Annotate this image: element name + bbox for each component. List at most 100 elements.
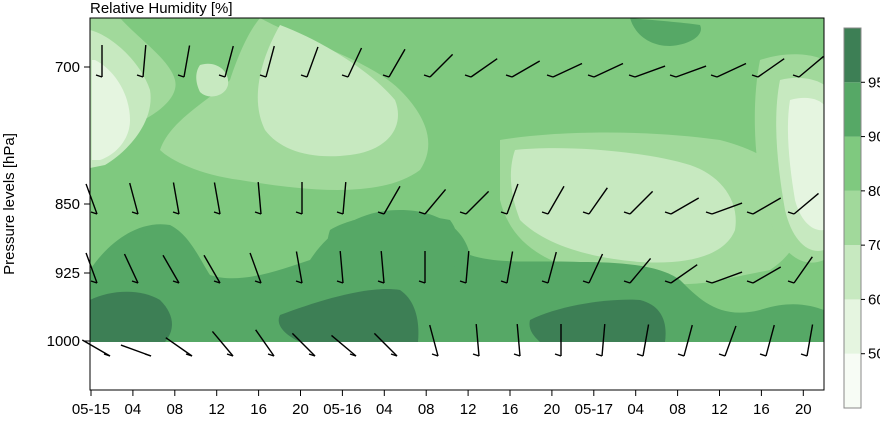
colorbar-tick-label: 50 bbox=[868, 346, 880, 363]
wind-barb bbox=[213, 182, 221, 215]
y-axis-title: Pressure levels [hPa] bbox=[1, 133, 18, 275]
wind-barb bbox=[218, 45, 234, 78]
wind-barb bbox=[628, 65, 666, 78]
wind-barb bbox=[85, 183, 98, 215]
wind-barb bbox=[718, 325, 737, 357]
x-tick-label: 04 bbox=[125, 401, 142, 418]
contour-region-lighter bbox=[196, 63, 229, 97]
wind-barb bbox=[623, 258, 652, 284]
x-tick-label: 20 bbox=[544, 401, 561, 418]
wind-barb bbox=[787, 192, 819, 215]
wind-barb bbox=[165, 337, 193, 357]
wind-barb bbox=[377, 251, 385, 284]
wind-barb bbox=[587, 62, 624, 78]
wind-barb bbox=[800, 324, 814, 357]
wind-barb bbox=[459, 190, 490, 215]
wind-barb bbox=[705, 202, 743, 215]
x-tick-label: 08 bbox=[166, 401, 183, 418]
wind-barb bbox=[129, 182, 139, 215]
colorbar-segment bbox=[844, 190, 861, 246]
wind-barb bbox=[459, 251, 470, 284]
wind-barb bbox=[254, 182, 262, 215]
wind-barb bbox=[546, 62, 583, 78]
y-tick-label: 700 bbox=[55, 59, 80, 76]
colorbar-tick-label: 80 bbox=[868, 183, 880, 200]
colorbar-tick-label: 95 bbox=[868, 74, 880, 91]
wind-barb bbox=[429, 324, 439, 357]
x-tick-label: 08 bbox=[669, 401, 686, 418]
wind-barb bbox=[418, 251, 426, 284]
wind-barb bbox=[172, 182, 180, 215]
wind-barb bbox=[505, 60, 541, 78]
wind-barb bbox=[595, 324, 606, 357]
wind-barb bbox=[162, 254, 180, 284]
wind-barb bbox=[120, 344, 152, 357]
wind-barb bbox=[423, 53, 454, 78]
wind-barb bbox=[295, 251, 303, 284]
wind-barb bbox=[664, 197, 700, 215]
wind-barb bbox=[81, 339, 111, 357]
wind-barbs bbox=[81, 45, 824, 357]
wind-barb bbox=[259, 45, 275, 78]
wind-barb bbox=[705, 271, 743, 284]
colorbar-segment bbox=[844, 82, 861, 137]
colorbar: 50 60 70 80 90 95 bbox=[843, 27, 880, 409]
x-tick-label: 12 bbox=[711, 401, 728, 418]
wind-barb bbox=[500, 183, 519, 215]
wind-barb bbox=[177, 45, 191, 78]
colorbar-tick-label: 60 bbox=[868, 291, 880, 308]
x-tick-label: 12 bbox=[460, 401, 477, 418]
wind-barb bbox=[554, 324, 562, 357]
contour-region-moist bbox=[326, 214, 459, 290]
humidity-contours bbox=[90, 18, 824, 342]
wind-barb bbox=[582, 187, 608, 215]
x-tick-label: 04 bbox=[376, 401, 393, 418]
wind-barb bbox=[249, 252, 262, 284]
x-tick-label: 16 bbox=[502, 401, 519, 418]
wind-barb bbox=[513, 324, 521, 357]
colorbar-segment bbox=[844, 136, 861, 191]
x-tick-label: 20 bbox=[795, 401, 812, 418]
wind-barb bbox=[746, 266, 782, 284]
wind-barb bbox=[373, 332, 398, 357]
wind-barb bbox=[541, 185, 565, 215]
wind-barb bbox=[677, 324, 693, 357]
contour-region-moist bbox=[630, 18, 701, 46]
wind-barb bbox=[751, 58, 785, 78]
contour-region-very-moist bbox=[90, 291, 172, 342]
wind-barb bbox=[95, 45, 103, 78]
wind-barb bbox=[331, 334, 357, 357]
wind-barb bbox=[203, 254, 221, 284]
contour-region-very-moist bbox=[278, 289, 419, 342]
x-tick-label: 05-16 bbox=[323, 401, 361, 418]
wind-barb bbox=[759, 324, 775, 357]
wind-barb bbox=[295, 182, 303, 215]
contour-region-lightest bbox=[92, 60, 130, 160]
x-tick-label: 16 bbox=[753, 401, 770, 418]
wind-barb bbox=[582, 253, 604, 284]
x-tick-label: 05-17 bbox=[575, 401, 613, 418]
y-tick-label: 925 bbox=[55, 265, 80, 282]
wind-barb bbox=[336, 251, 344, 284]
colorbar-segment bbox=[844, 353, 861, 408]
x-tick-label: 08 bbox=[418, 401, 435, 418]
wind-barb bbox=[418, 189, 447, 215]
wind-barb bbox=[211, 331, 234, 357]
wind-barb bbox=[136, 45, 147, 78]
x-axis: 05-15 04 08 12 16 20 05-16 04 08 12 16 20 05-17 04 08 1… bbox=[72, 390, 812, 418]
colorbar-frame bbox=[843, 27, 862, 409]
wind-barb bbox=[623, 190, 654, 215]
colorbar-tick-label: 90 bbox=[868, 129, 880, 146]
contour-region-very-moist bbox=[529, 299, 666, 342]
wind-barb bbox=[464, 58, 498, 78]
wind-barb bbox=[123, 253, 139, 284]
x-tick-label: 12 bbox=[208, 401, 225, 418]
x-tick-label: 20 bbox=[292, 401, 309, 418]
colorbar-segment bbox=[844, 299, 861, 354]
wind-barb bbox=[787, 256, 813, 284]
y-tick-label: 850 bbox=[55, 196, 80, 213]
wind-barb bbox=[291, 332, 316, 357]
x-tick-label: 05-15 bbox=[72, 401, 110, 418]
wind-barb bbox=[377, 185, 401, 215]
